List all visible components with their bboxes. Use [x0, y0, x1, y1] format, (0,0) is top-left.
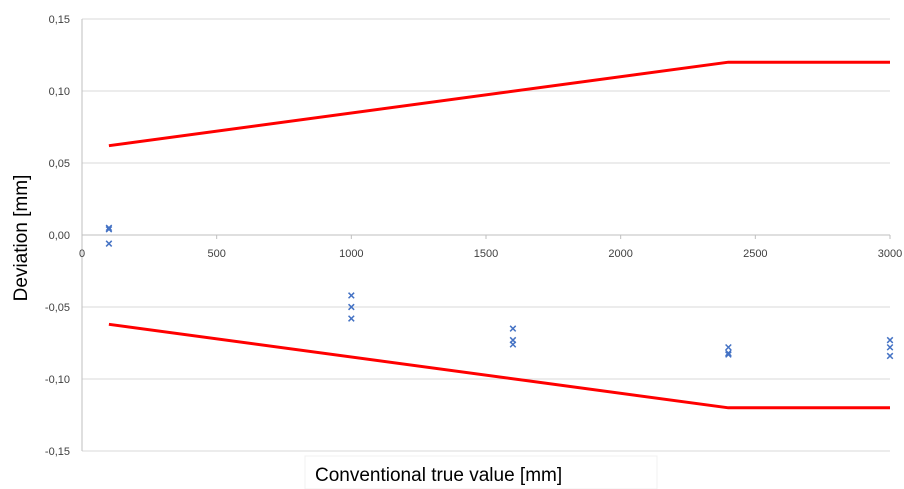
- data-point: [725, 343, 732, 351]
- data-point: [886, 336, 894, 344]
- data-point: [105, 225, 113, 233]
- x-axis-title: Conventional true value [mm]: [315, 465, 562, 486]
- limit-line: [108, 322, 890, 410]
- axis-layer: [81, 19, 891, 451]
- data-point-stroke: [509, 325, 517, 332]
- data-point-stroke: [105, 224, 113, 232]
- y-axis-title-box: [8, 155, 36, 320]
- y-tick-label: 0,00: [49, 230, 70, 242]
- x-tick-label: 2500: [743, 248, 767, 260]
- data-point: [886, 352, 894, 360]
- x-axis-title-box: [304, 455, 658, 489]
- y-tick-label: -0,05: [45, 302, 70, 314]
- data-point: [348, 303, 355, 311]
- x-tick-label: 2000: [608, 248, 632, 260]
- x-tick-label: 1500: [474, 248, 498, 260]
- data-point-stroke: [348, 315, 355, 322]
- data-point-stroke: [725, 343, 732, 351]
- y-tick-label: 0,10: [49, 86, 70, 98]
- limit-line: [108, 60, 890, 148]
- x-tick-label: 500: [207, 248, 225, 260]
- tick-label-layer: 0,15 0,10 0,05 0,00 -0,05 -0,10 -0,15 0 500 1000 1…: [45, 14, 902, 458]
- y-tick-label: -0,15: [45, 446, 70, 458]
- data-point: [105, 240, 113, 247]
- x-tick-label: 1000: [339, 248, 363, 260]
- data-point-stroke: [348, 292, 355, 299]
- data-point-stroke: [348, 303, 355, 311]
- x-tick-label: 3000: [878, 248, 902, 260]
- data-point-stroke: [886, 343, 894, 351]
- data-point-stroke: [105, 225, 113, 233]
- data-point: [509, 325, 517, 332]
- data-point-stroke: [725, 351, 732, 358]
- data-point: [348, 315, 355, 322]
- data-point: [509, 341, 517, 348]
- data-point: [348, 292, 355, 299]
- data-point: [725, 349, 732, 357]
- data-point-stroke: [886, 352, 894, 360]
- data-point-stroke: [725, 349, 732, 357]
- data-point: [886, 343, 894, 351]
- data-point-stroke: [105, 240, 113, 247]
- y-axis-title: Deviation [mm]: [11, 175, 32, 302]
- y-tick-label: -0,10: [45, 374, 70, 386]
- series-layer: [105, 60, 894, 410]
- x-tick-label: 0: [79, 248, 85, 260]
- grid-layer: [82, 18, 890, 452]
- y-tick-label: 0,05: [49, 158, 70, 170]
- data-point-stroke: [509, 341, 517, 348]
- data-point: [105, 224, 113, 232]
- y-tick-label: 0,15: [49, 14, 70, 26]
- data-point: [725, 351, 732, 358]
- data-point-stroke: [886, 336, 894, 344]
